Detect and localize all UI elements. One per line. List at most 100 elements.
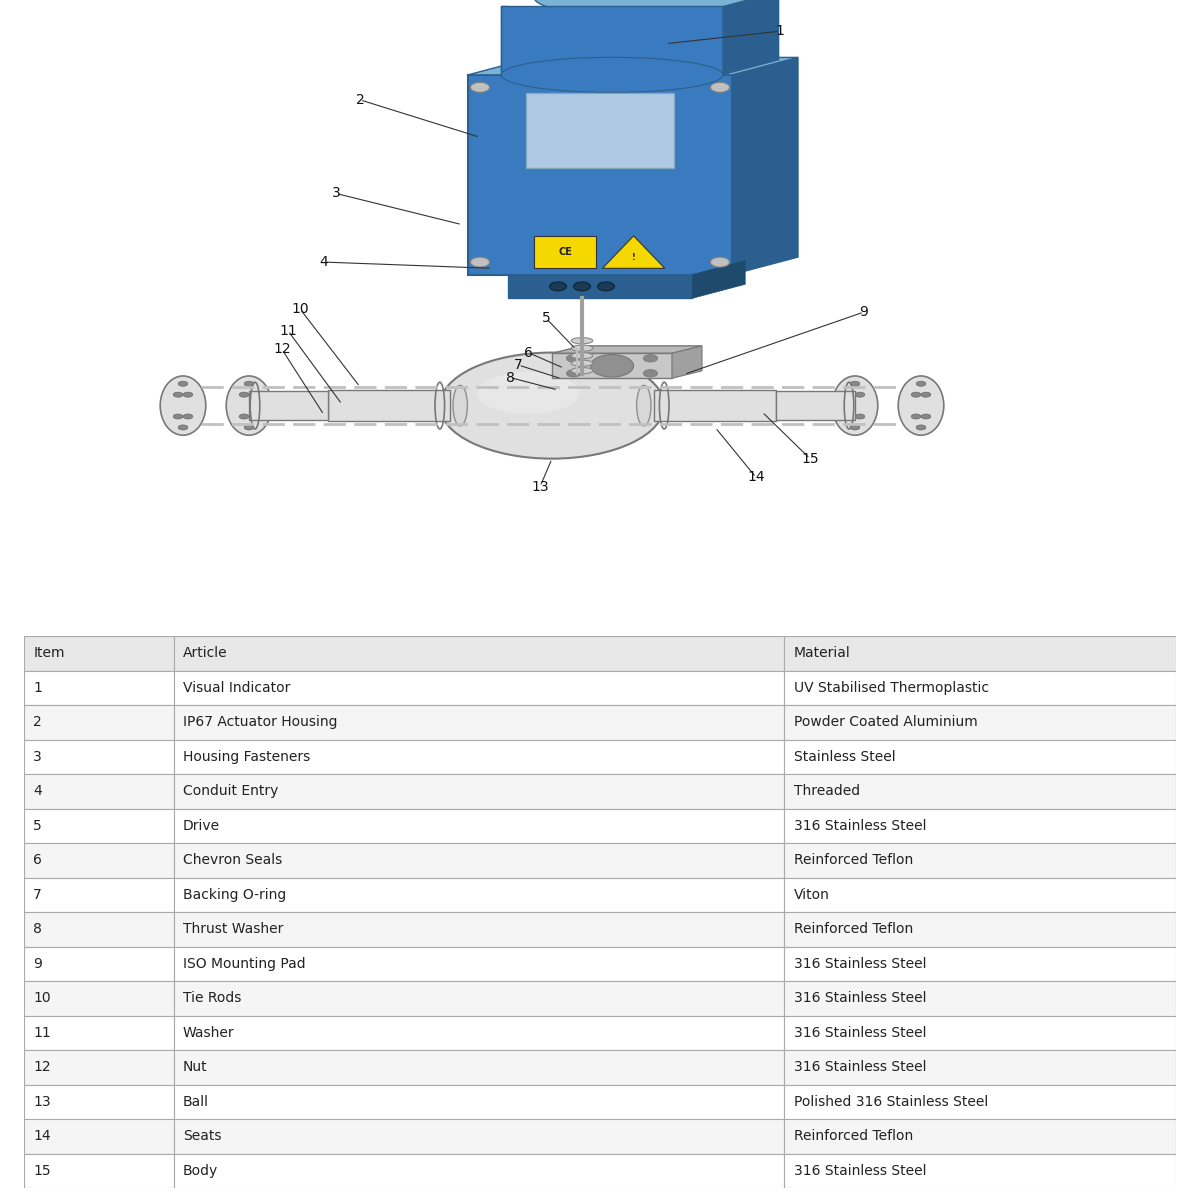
Circle shape <box>470 83 490 92</box>
Text: 10: 10 <box>34 991 50 1006</box>
Circle shape <box>710 83 730 92</box>
Circle shape <box>550 282 566 290</box>
Bar <box>24 1050 174 1085</box>
Bar <box>24 912 174 947</box>
Text: Article: Article <box>182 647 228 660</box>
Text: 3: 3 <box>34 750 42 763</box>
Text: 7: 7 <box>34 888 42 901</box>
Bar <box>785 1118 1176 1153</box>
Text: 1: 1 <box>775 24 785 38</box>
Text: 12: 12 <box>34 1061 50 1074</box>
Text: 8: 8 <box>505 371 515 384</box>
Polygon shape <box>468 74 732 275</box>
Text: Conduit Entry: Conduit Entry <box>182 785 278 798</box>
Bar <box>785 947 1176 982</box>
Bar <box>785 842 1176 877</box>
Bar <box>785 704 1176 739</box>
Bar <box>785 877 1176 912</box>
Text: Item: Item <box>34 647 65 660</box>
Circle shape <box>710 257 730 268</box>
Polygon shape <box>654 390 776 421</box>
Circle shape <box>911 414 920 419</box>
Circle shape <box>922 392 931 397</box>
Polygon shape <box>732 58 798 275</box>
Text: 14: 14 <box>748 470 764 485</box>
Ellipse shape <box>571 367 593 373</box>
Bar <box>785 1153 1176 1188</box>
Circle shape <box>250 392 259 397</box>
Bar <box>24 1085 174 1118</box>
Bar <box>24 842 174 877</box>
Bar <box>24 739 174 774</box>
Circle shape <box>173 414 182 419</box>
Ellipse shape <box>833 376 878 436</box>
Text: 5: 5 <box>34 818 42 833</box>
Ellipse shape <box>502 58 722 92</box>
Text: Tie Rods: Tie Rods <box>182 991 241 1006</box>
Circle shape <box>239 392 248 397</box>
Text: 11: 11 <box>280 324 296 337</box>
Ellipse shape <box>636 385 650 426</box>
Text: Thrust Washer: Thrust Washer <box>182 923 283 936</box>
Ellipse shape <box>571 353 593 359</box>
Circle shape <box>178 382 188 386</box>
Bar <box>24 671 174 704</box>
Text: CE: CE <box>558 247 572 257</box>
Text: ISO Mounting Pad: ISO Mounting Pad <box>182 956 306 971</box>
Bar <box>785 774 1176 809</box>
Circle shape <box>178 425 188 430</box>
Bar <box>785 912 1176 947</box>
Text: Reinforced Teflon: Reinforced Teflon <box>793 1129 913 1144</box>
Text: 6: 6 <box>34 853 42 868</box>
Polygon shape <box>602 236 665 269</box>
Circle shape <box>184 392 193 397</box>
Bar <box>174 671 785 704</box>
Text: Reinforced Teflon: Reinforced Teflon <box>793 923 913 936</box>
Circle shape <box>851 382 860 386</box>
Circle shape <box>845 414 854 419</box>
Text: 8: 8 <box>34 923 42 936</box>
Bar <box>174 1085 785 1118</box>
Text: Drive: Drive <box>182 818 220 833</box>
Ellipse shape <box>478 372 580 414</box>
Text: Backing O-ring: Backing O-ring <box>182 888 287 901</box>
Text: 4: 4 <box>34 785 42 798</box>
Bar <box>174 982 785 1015</box>
Bar <box>24 704 174 739</box>
Text: 5: 5 <box>541 311 551 325</box>
Text: Stainless Steel: Stainless Steel <box>793 750 895 763</box>
Ellipse shape <box>899 376 944 436</box>
Bar <box>174 809 785 842</box>
Circle shape <box>566 370 581 377</box>
Circle shape <box>245 425 254 430</box>
Bar <box>174 774 785 809</box>
Text: Material: Material <box>793 647 851 660</box>
Bar <box>785 1015 1176 1050</box>
Text: Visual Indicator: Visual Indicator <box>182 680 290 695</box>
Circle shape <box>250 414 259 419</box>
Bar <box>174 1118 785 1153</box>
Circle shape <box>917 425 926 430</box>
Text: 4: 4 <box>319 256 329 269</box>
Text: 316 Stainless Steel: 316 Stainless Steel <box>793 956 926 971</box>
Circle shape <box>643 370 658 377</box>
Bar <box>174 636 785 671</box>
Text: Threaded: Threaded <box>793 785 859 798</box>
Polygon shape <box>552 346 702 353</box>
Text: 2: 2 <box>34 715 42 730</box>
Bar <box>24 636 174 671</box>
Text: 316 Stainless Steel: 316 Stainless Steel <box>793 1061 926 1074</box>
Text: !: ! <box>631 253 636 262</box>
Circle shape <box>173 392 182 397</box>
Bar <box>174 842 785 877</box>
Ellipse shape <box>439 353 665 458</box>
Bar <box>24 809 174 842</box>
Bar <box>785 1050 1176 1085</box>
Text: 316 Stainless Steel: 316 Stainless Steel <box>793 818 926 833</box>
Bar <box>174 912 785 947</box>
Ellipse shape <box>161 376 206 436</box>
Circle shape <box>856 414 865 419</box>
Text: 10: 10 <box>292 302 308 316</box>
Ellipse shape <box>571 337 593 344</box>
Text: 7: 7 <box>514 358 523 372</box>
